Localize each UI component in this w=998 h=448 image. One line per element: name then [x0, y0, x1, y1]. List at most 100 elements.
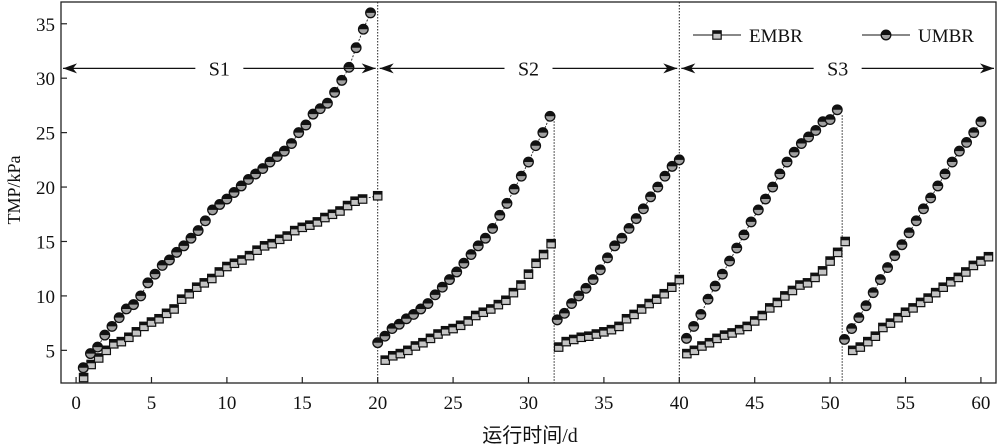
embr-point-top — [795, 280, 805, 284]
embr-point-top — [222, 262, 232, 266]
umbr-point-top — [882, 262, 893, 268]
stage-arrow-head-left — [681, 63, 696, 74]
umbr-point-top — [444, 274, 455, 280]
umbr-point-top — [494, 210, 505, 216]
embr-point-top — [192, 283, 201, 287]
embr-point-top — [554, 342, 563, 346]
embr-point-top — [313, 217, 322, 221]
umbr-point-top — [222, 194, 232, 200]
embr-point-top — [147, 317, 156, 321]
umbr-point-top — [200, 216, 211, 221]
embr-point-top — [501, 296, 511, 300]
embr-point-top — [252, 245, 262, 249]
x-tick-label: 0 — [71, 393, 81, 414]
umbr-point-top — [523, 157, 534, 163]
umbr-point-top — [760, 194, 771, 200]
x-tick-label: 55 — [896, 393, 915, 414]
umbr-point-top — [746, 217, 756, 222]
embr-point-top — [381, 355, 390, 359]
x-tick-label: 20 — [368, 393, 387, 414]
umbr-point-top — [696, 309, 706, 315]
umbr-point-top — [329, 87, 340, 93]
umbr-point-top — [301, 120, 311, 126]
umbr-point-top — [846, 323, 857, 329]
embr-point-top — [86, 360, 96, 364]
embr-point-top — [139, 322, 149, 326]
embr-point-top — [856, 342, 865, 346]
embr-point-top — [629, 310, 639, 314]
embr-point-top — [886, 318, 895, 322]
embr-point-top — [200, 278, 209, 282]
umbr-point-top — [839, 334, 850, 340]
embr-point-top — [901, 308, 910, 312]
umbr-point-top — [624, 223, 634, 229]
x-tick-label: 30 — [519, 393, 538, 414]
umbr-point-top — [918, 204, 929, 209]
umbr-point-top — [976, 116, 986, 122]
embr-point-top — [539, 250, 548, 254]
stage-arrows: S1 S2 S3 — [63, 55, 994, 82]
embr-point-top — [735, 325, 744, 329]
umbr-point-top — [868, 287, 879, 293]
umbr-point-top — [810, 125, 821, 131]
embr-point-top — [825, 256, 835, 260]
umbr-point-top — [150, 269, 160, 275]
embr-point-top — [463, 316, 473, 320]
stage-label-bg — [504, 55, 553, 82]
embr-point-top — [433, 329, 443, 333]
embr-point-top — [712, 30, 722, 34]
embr-point-top — [682, 349, 692, 353]
embr-point-top — [788, 286, 797, 290]
umbr-point-top — [229, 187, 239, 193]
embr-point-top — [154, 314, 164, 318]
embr-point-top — [599, 327, 609, 331]
umbr-point-top — [480, 233, 491, 239]
umbr-point-top — [933, 181, 943, 186]
umbr-point-top — [667, 161, 677, 167]
embr-point-top — [652, 294, 661, 298]
embr-point-top — [939, 283, 948, 287]
umbr-point-top — [954, 146, 965, 152]
x-tick-label: 40 — [670, 393, 689, 414]
embr-point-top — [660, 289, 669, 293]
axes: 0 5 10 15 20 25 30 35 40 45 50 55 60 5 10 15 20 25 30 35 — [36, 15, 990, 414]
embr-point-top — [102, 346, 111, 350]
umbr-point-top — [365, 8, 376, 13]
embr-point-top — [117, 337, 126, 341]
embr-point-top — [343, 201, 352, 205]
umbr-point-top — [767, 182, 778, 188]
embr-point-top — [577, 333, 586, 337]
embr-point-top — [388, 351, 397, 355]
embr-point-top — [803, 278, 812, 282]
umbr-point-top — [85, 348, 96, 354]
umbr-point-top — [423, 298, 433, 304]
embr-point-top — [923, 293, 933, 297]
embr-point-top — [946, 277, 955, 281]
embr-point-top — [780, 291, 790, 295]
umbr-point-top — [904, 227, 914, 233]
y-axis-label: TMP/kPa — [4, 155, 24, 224]
embr-point-top — [773, 298, 782, 302]
umbr-point-top — [459, 258, 469, 264]
embr-point-top — [637, 304, 646, 308]
umbr-point-top — [796, 138, 807, 144]
embr-point-top — [644, 299, 654, 303]
stage-label-bg — [813, 55, 862, 82]
umbr-point-top — [143, 278, 153, 283]
umbr-point-top — [344, 62, 354, 68]
series-layer — [77, 7, 994, 383]
embr-point-top — [448, 324, 458, 328]
umbr-point-top — [466, 249, 476, 255]
umbr-point-top — [731, 243, 742, 249]
umbr-point-top — [940, 169, 950, 174]
umbr-point-top — [538, 127, 548, 133]
embr-point-top — [742, 322, 752, 326]
umbr-point-top — [92, 342, 103, 348]
umbr-point-top — [164, 255, 175, 260]
embr-point-top — [531, 259, 541, 263]
embr-point-top — [486, 304, 495, 308]
y-tick-label: 10 — [36, 287, 55, 308]
stage-arrow-head-right — [980, 63, 994, 74]
umbr-point-top — [782, 157, 792, 163]
umbr-point-top — [609, 241, 620, 246]
